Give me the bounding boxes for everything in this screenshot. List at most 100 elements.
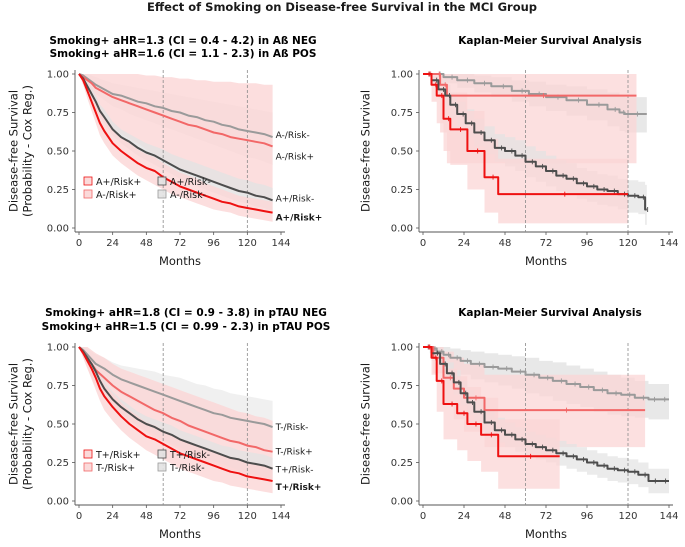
- end-label-T-/Risk+: T-/Risk+: [275, 448, 313, 458]
- series-line-A+/Risk+: [423, 73, 628, 196]
- x-tick-label: 48: [140, 238, 153, 249]
- x-tick-label: 144: [271, 238, 290, 249]
- x-tick-label: 48: [499, 238, 512, 249]
- y-tick-label: 0.25: [47, 458, 69, 469]
- x-tick-label: 96: [581, 238, 594, 249]
- legend-item-label: T+/Risk-: [169, 450, 210, 461]
- x-tick-label: 144: [271, 511, 290, 522]
- series-line-T-/Risk-: [423, 346, 669, 401]
- x-axis-label: Months: [525, 527, 567, 541]
- x-tick-label: 144: [659, 511, 678, 522]
- y-axis-label: Disease-free Survival: [359, 363, 373, 485]
- legend-swatch: [83, 176, 93, 186]
- legend-item-label: T+/Risk+: [95, 450, 141, 461]
- x-tick-label: 120: [238, 238, 257, 249]
- y-tick-label: 0.25: [391, 185, 413, 196]
- y-axis-label: Disease-free Survival: [7, 90, 21, 212]
- legend-swatch: [157, 176, 167, 186]
- x-tick-label: 48: [140, 511, 153, 522]
- y-tick-label: 0.25: [47, 185, 69, 196]
- y-tick-label: 1.00: [391, 70, 413, 81]
- series-line-T-/Risk-: [78, 346, 273, 429]
- x-tick-label: 24: [458, 511, 471, 522]
- x-axis-label: Months: [525, 254, 567, 268]
- x-tick-label: 0: [76, 238, 82, 249]
- series-line-A-/Risk+: [78, 73, 273, 148]
- y-tick-label: 0.75: [47, 381, 69, 392]
- legend-item-label: A+/Risk-: [170, 177, 211, 188]
- series-line-A+/Risk-: [78, 73, 273, 202]
- end-label-T+/Risk-: T+/Risk-: [275, 466, 314, 476]
- ci-band-T+/Risk-: [79, 347, 273, 480]
- y-tick-label: 0.25: [391, 458, 413, 469]
- y-tick-label: 1.00: [391, 343, 413, 354]
- series-line-T+/Risk+: [423, 346, 560, 458]
- x-tick-label: 120: [618, 511, 637, 522]
- chart-km_ptau: Kaplan-Meier Survival Analysis 0 24 48 72 96 1…: [359, 307, 679, 541]
- y-tick-label: 1.00: [47, 70, 69, 81]
- x-tick-label: 24: [458, 238, 471, 249]
- ci-band-T+/Risk+: [79, 347, 273, 494]
- end-label-A+/Risk+: A+/Risk+: [276, 214, 323, 224]
- x-axis-label: Months: [159, 254, 201, 268]
- series-line-A+/Risk-: [423, 73, 647, 211]
- x-tick-label: 24: [106, 511, 119, 522]
- end-label-A+/Risk-: A+/Risk-: [276, 194, 315, 204]
- panels: Smoking+ aHR=1.3 (CI = 0.4 - 4.2) in Aß …: [7, 35, 679, 541]
- y-tick-label: 0.50: [391, 147, 413, 158]
- x-tick-label: 72: [174, 511, 187, 522]
- chart-title-line: Smoking+ aHR=1.3 (CI = 0.4 - 4.2) in Aß …: [49, 35, 316, 47]
- legend-item-label: A+/Risk+: [96, 177, 141, 188]
- ci-band-A-/Risk+: [79, 74, 273, 202]
- legend-swatch: [83, 462, 93, 472]
- x-tick-label: 96: [581, 511, 594, 522]
- y-tick-label: 1.00: [47, 343, 69, 354]
- y-tick-label: 0.50: [47, 420, 69, 431]
- ci-band-A+/Risk-: [79, 74, 273, 212]
- chart-title-line: Kaplan-Meier Survival Analysis: [458, 307, 641, 319]
- chart-km_ab: Kaplan-Meier Survival Analysis 0 24 48 72 96 1…: [359, 35, 679, 268]
- legend-swatch: [157, 449, 167, 459]
- ci-band-T+/Risk-: [423, 347, 669, 494]
- legend-item-label: T-/Risk+: [95, 463, 135, 474]
- ci-band-A+/Risk+: [423, 74, 628, 224]
- x-tick-label: 96: [207, 238, 220, 249]
- legend: A+/Risk+ A+/Risk- A-/Risk+ A-/Risk-: [83, 176, 211, 201]
- y-axis-label: (Probability - Cox Reg.): [21, 85, 35, 217]
- series-line-A-/Risk-: [78, 73, 273, 139]
- x-tick-label: 0: [420, 511, 426, 522]
- series-line-T+/Risk+: [78, 346, 273, 482]
- y-tick-label: 0.75: [391, 381, 413, 392]
- y-tick-label: 0.50: [391, 420, 413, 431]
- chart-cox_ptau: Smoking+ aHR=1.8 (CI = 0.9 - 3.8) in pTA…: [7, 307, 331, 541]
- series-line-T-/Risk+: [78, 346, 273, 453]
- x-tick-label: 72: [174, 238, 187, 249]
- y-tick-label: 0.50: [47, 147, 69, 158]
- legend-item-label: T-/Risk-: [169, 463, 205, 474]
- x-tick-label: 144: [659, 238, 678, 249]
- y-axis-label: (Probability - Cox Reg.): [21, 358, 35, 490]
- chart-title-line: Smoking+ aHR=1.6 (CI = 1.1 - 2.3) in Aß …: [50, 48, 317, 60]
- x-axis-label: Months: [159, 527, 201, 541]
- y-tick-label: 0.00: [47, 497, 69, 508]
- y-tick-label: 0.75: [47, 108, 69, 119]
- legend-swatch: [83, 189, 93, 199]
- legend-swatch: [157, 189, 167, 199]
- legend-item-label: A-/Risk-: [170, 190, 206, 201]
- legend-swatch: [83, 449, 93, 459]
- y-axis-label: Disease-free Survival: [7, 363, 21, 485]
- end-label-T-/Risk-: T-/Risk-: [275, 423, 309, 433]
- series-line-T+/Risk-: [423, 346, 669, 482]
- legend-swatch: [157, 462, 167, 472]
- end-label-A-/Risk+: A-/Risk+: [276, 152, 314, 162]
- x-tick-label: 120: [238, 511, 257, 522]
- x-tick-label: 72: [540, 238, 553, 249]
- x-tick-label: 96: [207, 511, 220, 522]
- chart-cox_ab: Smoking+ aHR=1.3 (CI = 0.4 - 4.2) in Aß …: [7, 35, 323, 268]
- chart-title-line: Smoking+ aHR=1.8 (CI = 0.9 - 3.8) in pTA…: [45, 307, 327, 319]
- end-label-A-/Risk-: A-/Risk-: [276, 131, 310, 141]
- x-tick-label: 0: [76, 511, 82, 522]
- series-line-T+/Risk-: [78, 346, 273, 470]
- y-tick-label: 0.75: [391, 108, 413, 119]
